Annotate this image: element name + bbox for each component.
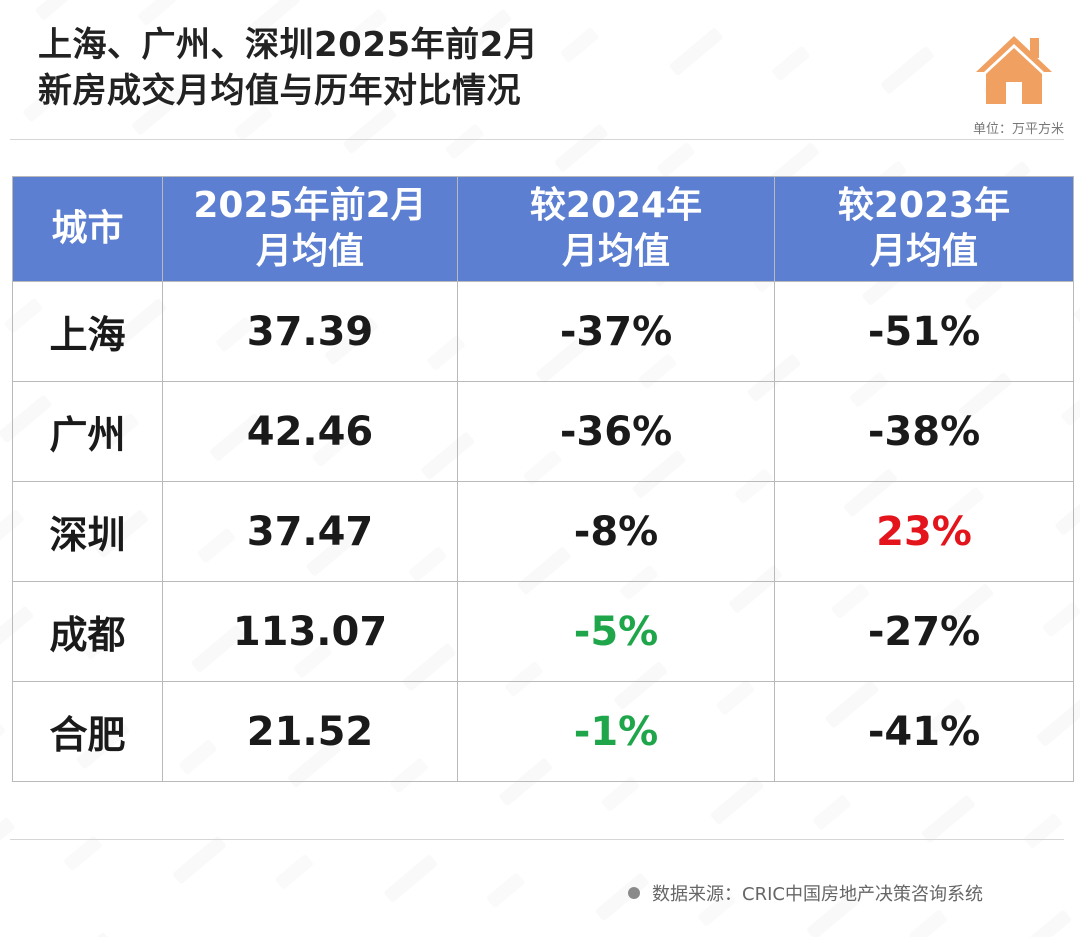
header-city: 城市 — [12, 176, 163, 282]
vs2024-cell: -37% — [457, 281, 775, 382]
table-header-row: 城市 2025年前2月 月均值 较2024年 月均值 较2023年 月均值 — [12, 176, 1074, 282]
header-vs2023-line-1: 较2023年 — [837, 185, 1011, 226]
title-line-2: 新房成交月均值与历年对比情况 — [38, 71, 521, 111]
table-row: 深圳 37.47 -8% 23% — [12, 481, 1074, 582]
bullet-dot-icon — [628, 887, 640, 899]
header-avg-line-1: 2025年前2月 — [193, 185, 427, 226]
header-vs-2023: 较2023年 月均值 — [774, 176, 1074, 282]
vs2023-cell: -27% — [774, 581, 1074, 682]
header-avg-line-2: 月均值 — [255, 231, 364, 272]
city-cell: 成都 — [12, 581, 163, 682]
table-row: 广州 42.46 -36% -38% — [12, 381, 1074, 482]
vs2023-cell: 23% — [774, 481, 1074, 582]
header-avg-2025: 2025年前2月 月均值 — [162, 176, 458, 282]
comparison-table: 城市 2025年前2月 月均值 较2024年 月均值 较2023年 月均值 上海… — [12, 176, 1074, 782]
header-vs2023-line-2: 月均值 — [869, 231, 978, 272]
avg-cell: 37.39 — [162, 281, 458, 382]
header-vs2024-line-1: 较2024年 — [529, 185, 703, 226]
table-row: 上海 37.39 -37% -51% — [12, 281, 1074, 382]
avg-cell: 42.46 — [162, 381, 458, 482]
vs2024-cell: -8% — [457, 481, 775, 582]
table-row: 成都 113.07 -5% -27% — [12, 581, 1074, 682]
vs2023-cell: -51% — [774, 281, 1074, 382]
top-divider — [10, 139, 1064, 140]
table-row: 合肥 21.52 -1% -41% — [12, 681, 1074, 782]
vs2024-cell: -5% — [457, 581, 775, 682]
unit-label: 单位：万平方米 — [972, 122, 1064, 137]
avg-cell: 37.47 — [162, 481, 458, 582]
house-icon — [976, 36, 1052, 104]
vs2023-cell: -41% — [774, 681, 1074, 782]
header-vs2024-line-2: 月均值 — [561, 231, 670, 272]
avg-cell: 21.52 — [162, 681, 458, 782]
vs2024-cell: -1% — [457, 681, 775, 782]
vs2024-cell: -36% — [457, 381, 775, 482]
city-cell: 广州 — [12, 381, 163, 482]
source-text: 数据来源：CRIC中国房地产决策咨询系统 — [652, 884, 983, 905]
city-cell: 合肥 — [12, 681, 163, 782]
title-line-1: 上海、广州、深圳2025年前2月 — [38, 25, 539, 65]
avg-cell: 113.07 — [162, 581, 458, 682]
vs2023-cell: -38% — [774, 381, 1074, 482]
city-cell: 深圳 — [12, 481, 163, 582]
bottom-divider — [10, 839, 1064, 840]
header-vs-2024: 较2024年 月均值 — [457, 176, 775, 282]
header-city-line: 城市 — [51, 208, 124, 249]
city-cell: 上海 — [12, 281, 163, 382]
source-note: 数据来源：CRIC中国房地产决策咨询系统 — [628, 880, 983, 906]
page-title: 上海、广州、深圳2025年前2月 新房成交月均值与历年对比情况 — [38, 22, 538, 114]
